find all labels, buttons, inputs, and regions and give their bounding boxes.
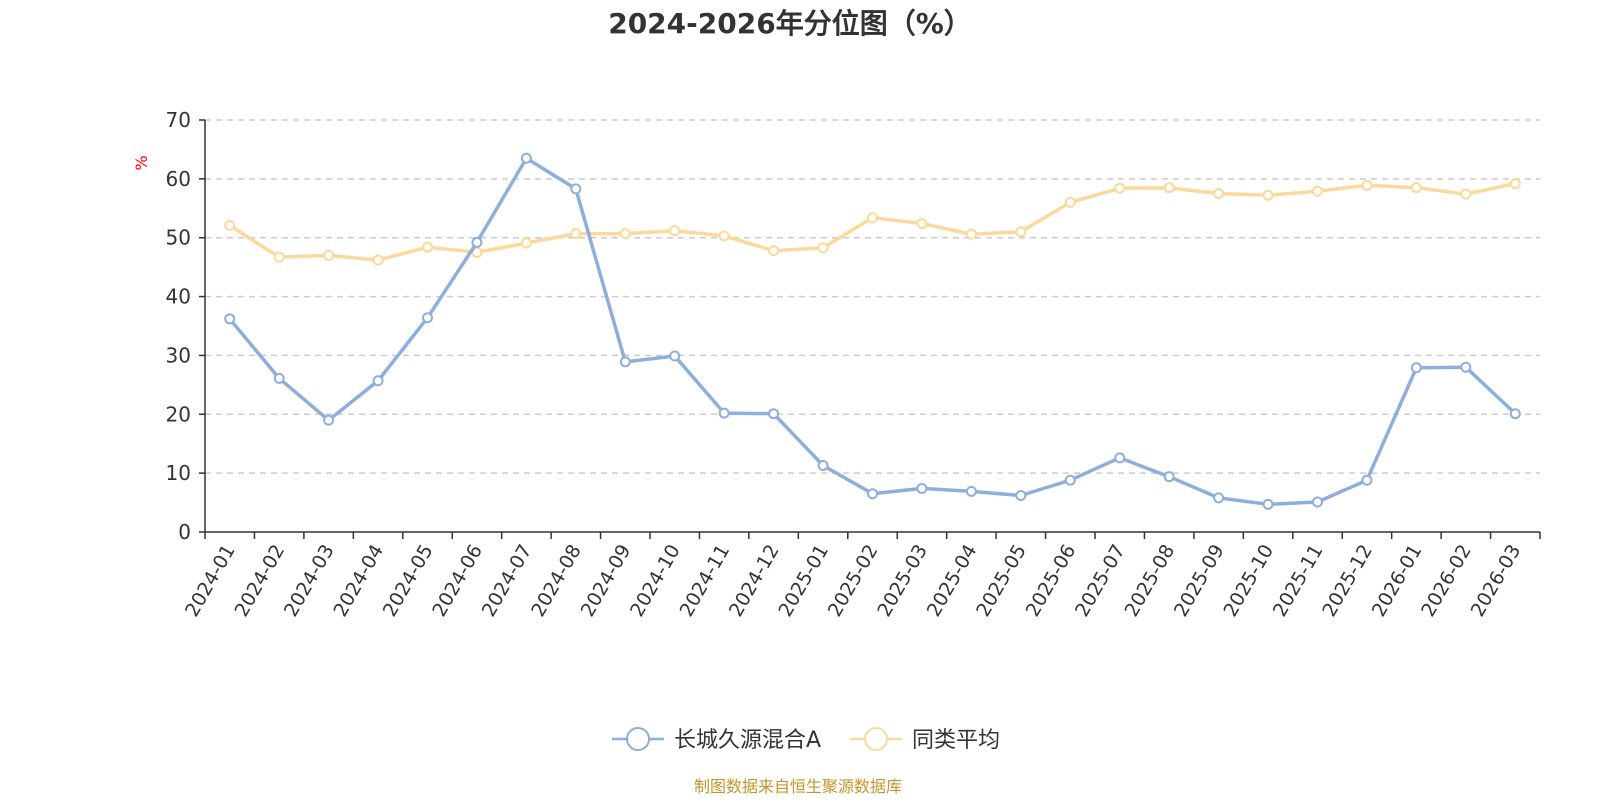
data-point — [1064, 474, 1076, 486]
data-point — [965, 485, 977, 497]
data-point — [718, 230, 730, 242]
source-note: 制图数据来自恒生聚源数据库 — [694, 777, 902, 796]
data-point — [867, 212, 878, 224]
legend-marker — [626, 727, 650, 751]
series-1 — [224, 152, 1521, 510]
data-point — [1163, 182, 1175, 194]
axes: 0102030405060702024-012024-022024-032024… — [166, 108, 1541, 621]
data-point — [1509, 408, 1521, 420]
data-point — [1460, 188, 1472, 200]
data-point — [1312, 496, 1323, 508]
data-point — [1312, 185, 1323, 197]
y-tick-label: 0 — [178, 520, 191, 544]
grid-lines — [205, 119, 1540, 474]
data-point — [273, 372, 285, 384]
data-point — [1064, 196, 1076, 208]
legend-item-1[interactable]: 长城久源混合A — [612, 727, 821, 753]
data-point — [224, 313, 236, 325]
data-point — [1460, 361, 1472, 373]
data-point — [422, 312, 433, 324]
data-point — [1213, 492, 1225, 504]
legend-label: 同类平均 — [912, 728, 1000, 753]
data-point — [669, 350, 681, 362]
series-line — [227, 156, 1518, 507]
series-group — [224, 152, 1521, 510]
data-point — [965, 228, 977, 240]
data-point — [1015, 490, 1027, 502]
data-point — [323, 249, 335, 261]
data-point — [619, 356, 631, 368]
legend-marker — [864, 727, 888, 751]
data-point — [471, 236, 483, 248]
data-point — [570, 228, 582, 240]
y-tick-label: 70 — [166, 108, 191, 132]
data-point — [1509, 178, 1521, 190]
data-point — [916, 218, 928, 230]
y-tick-label: 40 — [166, 285, 191, 309]
data-point — [619, 228, 631, 240]
y-tick-label: 30 — [166, 343, 191, 367]
data-point — [669, 225, 681, 237]
y-tick-label: 50 — [166, 226, 191, 250]
y-axis-unit-label: % — [132, 155, 151, 170]
data-point — [817, 242, 829, 254]
data-point — [768, 245, 780, 257]
data-point — [1114, 182, 1126, 194]
data-point — [273, 251, 285, 263]
data-point — [372, 254, 384, 266]
data-point — [1163, 471, 1175, 483]
series-2 — [224, 178, 1521, 266]
data-point — [520, 237, 532, 249]
data-point — [1361, 179, 1373, 191]
data-point — [1262, 189, 1274, 201]
data-point — [1262, 498, 1274, 510]
data-point — [1213, 188, 1225, 200]
y-tick-label: 10 — [166, 461, 191, 485]
legend[interactable]: 长城久源混合A 同类平均 — [612, 727, 1000, 753]
data-point — [520, 152, 532, 164]
data-point — [768, 408, 780, 420]
data-point — [1410, 362, 1422, 374]
data-point — [224, 219, 236, 231]
data-point — [471, 246, 483, 258]
data-point — [916, 482, 928, 494]
data-point — [323, 414, 335, 426]
x-tick-label: 2026-03 — [1467, 541, 1526, 621]
data-point — [817, 459, 829, 471]
legend-item-2[interactable]: 同类平均 — [850, 727, 1000, 753]
y-tick-label: 60 — [166, 167, 191, 191]
data-point — [1114, 452, 1126, 464]
data-point — [570, 183, 582, 195]
chart-title: 2024-2026年分位图（%） — [608, 7, 972, 40]
data-point — [718, 407, 730, 419]
data-point — [1015, 226, 1027, 238]
data-point — [1410, 182, 1422, 194]
data-point — [372, 375, 384, 387]
data-point — [1361, 474, 1373, 486]
data-point — [867, 488, 878, 500]
legend-label: 长城久源混合A — [674, 728, 821, 753]
y-tick-label: 20 — [166, 402, 191, 426]
data-point — [422, 241, 433, 253]
